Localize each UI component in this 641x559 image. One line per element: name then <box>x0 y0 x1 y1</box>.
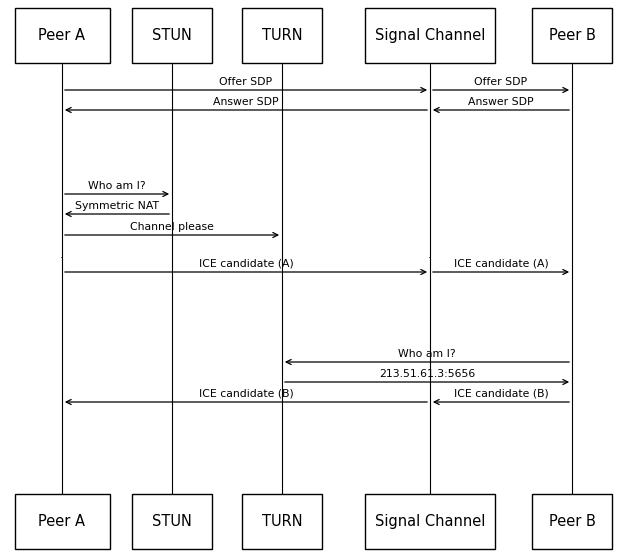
Text: Symmetric NAT: Symmetric NAT <box>75 201 159 211</box>
Text: Channel please: Channel please <box>130 222 214 232</box>
Text: Answer SDP: Answer SDP <box>468 97 534 107</box>
Text: Offer SDP: Offer SDP <box>219 77 272 87</box>
Bar <box>132 8 212 63</box>
Text: Signal Channel: Signal Channel <box>375 514 485 529</box>
Text: Who am I?: Who am I? <box>398 349 456 359</box>
Bar <box>15 494 110 549</box>
Text: .: . <box>428 250 432 260</box>
Text: TURN: TURN <box>262 28 303 43</box>
Text: ICE candidate (B): ICE candidate (B) <box>454 389 548 399</box>
Text: Peer B: Peer B <box>549 28 595 43</box>
Text: Peer A: Peer A <box>38 28 85 43</box>
Text: Answer SDP: Answer SDP <box>213 97 279 107</box>
Text: ICE candidate (B): ICE candidate (B) <box>199 389 294 399</box>
Text: STUN: STUN <box>152 514 192 529</box>
Text: STUN: STUN <box>152 28 192 43</box>
Text: Offer SDP: Offer SDP <box>474 77 528 87</box>
Bar <box>365 8 495 63</box>
Bar <box>532 8 612 63</box>
Text: Peer B: Peer B <box>549 514 595 529</box>
Text: 213.51.61.3:5656: 213.51.61.3:5656 <box>379 369 475 379</box>
Bar <box>365 494 495 549</box>
Text: Signal Channel: Signal Channel <box>375 28 485 43</box>
Text: .: . <box>60 250 64 260</box>
Text: Peer A: Peer A <box>38 514 85 529</box>
Text: ICE candidate (A): ICE candidate (A) <box>454 259 548 269</box>
Bar <box>242 494 322 549</box>
Bar <box>532 494 612 549</box>
Bar <box>242 8 322 63</box>
Text: Who am I?: Who am I? <box>88 181 146 191</box>
Bar <box>132 494 212 549</box>
Text: TURN: TURN <box>262 514 303 529</box>
Text: ICE candidate (A): ICE candidate (A) <box>199 259 294 269</box>
Bar <box>15 8 110 63</box>
